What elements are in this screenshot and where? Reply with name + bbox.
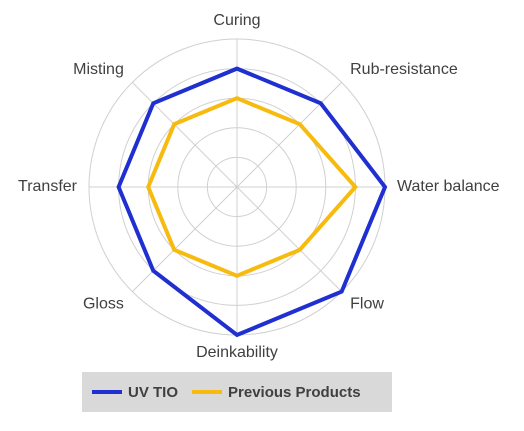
category-label: Curing (213, 12, 260, 29)
legend-label: Previous Products (228, 384, 361, 401)
category-label: Water balance (397, 178, 500, 195)
category-label: Rub-resistance (350, 61, 458, 78)
category-label: Deinkability (196, 344, 278, 361)
category-label: Flow (350, 296, 384, 313)
series-line (146, 96, 359, 278)
series-line (116, 66, 388, 338)
category-label: Misting (73, 61, 124, 78)
spoke (236, 81, 343, 188)
category-label: Transfer (18, 178, 78, 195)
spoke (236, 186, 343, 293)
legend-box (82, 372, 392, 412)
category-label: Gloss (83, 296, 124, 313)
legend-label: UV TIO (128, 384, 178, 401)
spoke (131, 81, 238, 188)
spoke (131, 186, 238, 293)
